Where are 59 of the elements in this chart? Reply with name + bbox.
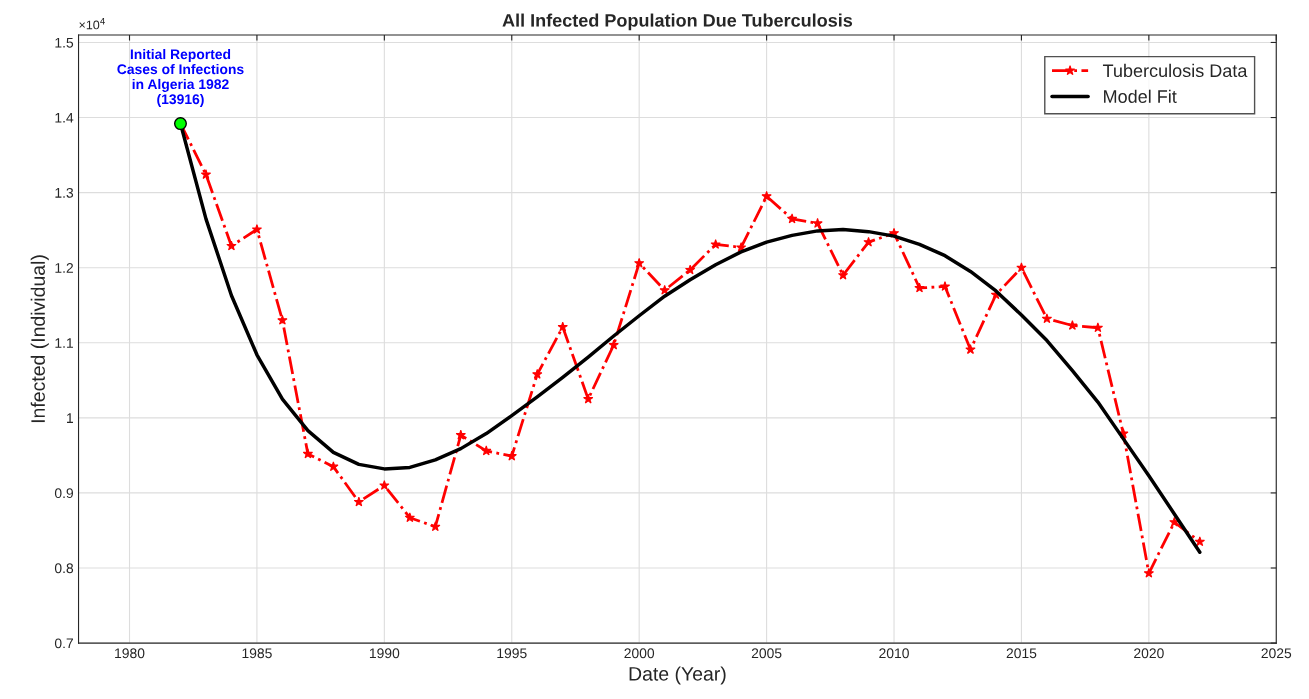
point: [404, 512, 415, 523]
point: [430, 521, 441, 532]
point: [914, 282, 925, 293]
legend-label: Tuberculosis Data: [1102, 63, 1248, 78]
point: [277, 314, 288, 325]
x-tick-label: 1980: [115, 648, 145, 659]
point: [659, 284, 670, 295]
x-tick-label: 2000: [624, 648, 655, 659]
point: [302, 448, 314, 459]
y-tick-label: 0.9: [54, 488, 74, 499]
point: [481, 445, 492, 456]
point: [532, 368, 543, 379]
y-axis-title: Infected (Individual): [30, 255, 49, 423]
x-axis-title: Date (Year): [629, 666, 726, 685]
x-tick-label: 2010: [879, 648, 909, 659]
y-tick-label: 1.5: [55, 37, 74, 48]
point: [455, 429, 466, 440]
point: [583, 393, 594, 404]
point: [379, 480, 390, 490]
y-tick-label: 1: [67, 413, 73, 423]
y-tick-label: 1.2: [55, 263, 73, 273]
point: [1016, 262, 1027, 273]
point: [608, 339, 619, 350]
point: [710, 239, 721, 249]
y-tick-label: 1.3: [55, 187, 74, 198]
x-tick-label: 2015: [1006, 648, 1037, 659]
x-tick-label: 1985: [242, 648, 272, 659]
x-tick-label: 1990: [369, 648, 400, 659]
point: [939, 281, 951, 291]
point: [328, 461, 339, 472]
point: [1041, 313, 1053, 324]
y-tick-label: 1.1: [55, 338, 73, 348]
x-tick-label: 1995: [497, 648, 527, 659]
point: [1143, 567, 1154, 578]
point: [735, 242, 747, 252]
point: [965, 344, 976, 354]
point: [226, 240, 237, 251]
point: [557, 321, 568, 332]
point: [685, 264, 696, 275]
point: [786, 213, 798, 224]
x-tick-label: 2020: [1134, 648, 1164, 659]
x-tick-label: 2025: [1261, 648, 1292, 659]
point: [1092, 322, 1104, 333]
point: [761, 190, 772, 201]
y-tick-label: 1.4: [55, 113, 74, 123]
point: [1067, 320, 1078, 330]
point: [1194, 536, 1205, 547]
x-tick-label: 2005: [751, 648, 782, 659]
point: [812, 218, 823, 228]
y-tick-label: 0.7: [54, 638, 73, 649]
chart-title: All Infected Population Due Tuberculosis: [502, 13, 853, 31]
point: [634, 257, 645, 268]
legend-label: Model Fit: [1104, 89, 1177, 103]
text: ×10$^{4}$: [79, 18, 105, 30]
point: [251, 224, 263, 234]
annotation: Initial Reported Cases of Infections in Algeria 1982 (13916): [117, 48, 244, 107]
point: [837, 269, 849, 280]
y-tick-label: 0.8: [54, 563, 74, 574]
point: [353, 496, 364, 507]
